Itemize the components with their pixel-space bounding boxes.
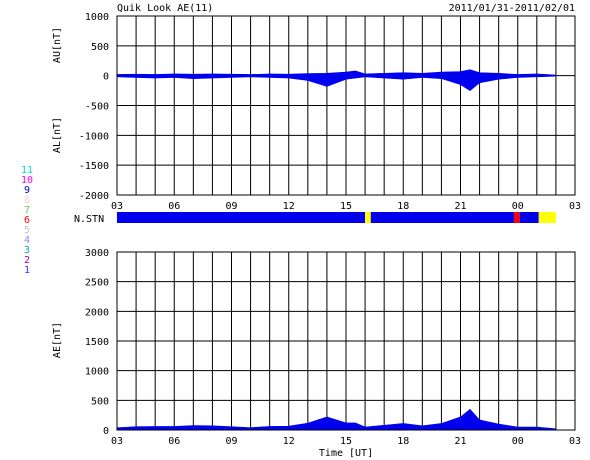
au-al-xtick-label: 09 [225, 201, 237, 212]
ae-xtick-label: 12 [283, 436, 295, 447]
station-count-bar [117, 212, 556, 223]
station-legend-item: 5 [24, 225, 30, 236]
station-segment [365, 212, 371, 223]
station-segment [370, 212, 514, 223]
au-al-xtick-label: 06 [168, 201, 180, 212]
ae-axis-label: AE[nT] [52, 322, 63, 358]
station-legend-item: 4 [24, 235, 30, 246]
au-al-xtick-label: 00 [512, 201, 524, 212]
nstn-label: N.STN [74, 214, 104, 225]
au-al-ytick-label: -1500 [79, 161, 109, 172]
au-al-ytick-label: -2000 [79, 191, 109, 202]
ae-series [116, 408, 557, 431]
station-legend-item: 3 [24, 245, 30, 256]
ae-xtick-label: 00 [512, 436, 524, 447]
station-legend-item: 1 [24, 265, 30, 276]
ae-xtick-label: 03 [111, 436, 123, 447]
au-al-xtick-label: 15 [340, 201, 352, 212]
ae-ytick-label: 500 [91, 396, 109, 407]
au-al-ytick-label: 500 [91, 42, 109, 53]
station-legend-item: 2 [24, 255, 30, 266]
au-series [116, 69, 557, 76]
station-segment [538, 212, 556, 223]
ae-xtick-label: 18 [397, 436, 409, 447]
station-segment [519, 212, 539, 223]
au-axis-label: AU[nT] [52, 27, 63, 63]
station-legend-item: 10 [21, 175, 33, 186]
date-range: 2011/01/31-2011/02/01 [449, 3, 575, 14]
ae-xtick-label: 09 [225, 436, 237, 447]
chart-title: Quik Look AE(11) [117, 3, 213, 14]
station-legend-item: 7 [24, 205, 30, 216]
station-legend-item: 9 [24, 185, 30, 196]
ae-frame [116, 251, 576, 431]
au-al-xtick-label: 18 [397, 201, 409, 212]
ae-xtick-label: 15 [340, 436, 352, 447]
ae-xtick-label: 21 [454, 436, 466, 447]
au-al-frame [116, 15, 576, 196]
au-al-xtick-label: 03 [111, 201, 123, 212]
au-al-ytick-label: 0 [103, 72, 109, 83]
au-al-xtick-label: 03 [569, 201, 581, 212]
au-al-xtick-label: 21 [454, 201, 466, 212]
ae-xtick-label: 03 [569, 436, 581, 447]
au-al-ytick-label: 1000 [85, 12, 109, 23]
ae-ytick-label: 1500 [85, 337, 109, 348]
station-segment [513, 212, 520, 223]
au-al-xtick-label: 12 [283, 201, 295, 212]
ae-ytick-label: 3000 [85, 248, 109, 259]
au-al-ytick-label: -500 [85, 102, 109, 113]
ae-ytick-label: 1000 [85, 367, 109, 378]
x-axis-label: Time [UT] [319, 448, 373, 459]
station-legend-item: 11 [21, 165, 33, 176]
au-al-ytick-label: -1000 [79, 131, 109, 142]
station-segment [117, 212, 366, 223]
ae-xtick-label: 06 [168, 436, 180, 447]
ae-ytick-label: 0 [103, 426, 109, 437]
ae-ytick-label: 2000 [85, 307, 109, 318]
ae-ytick-label: 2500 [85, 278, 109, 289]
station-legend-item: 6 [24, 215, 30, 226]
station-legend-item: 8 [24, 195, 30, 206]
al-axis-label: AL[nT] [52, 117, 63, 153]
al-series [116, 75, 557, 91]
